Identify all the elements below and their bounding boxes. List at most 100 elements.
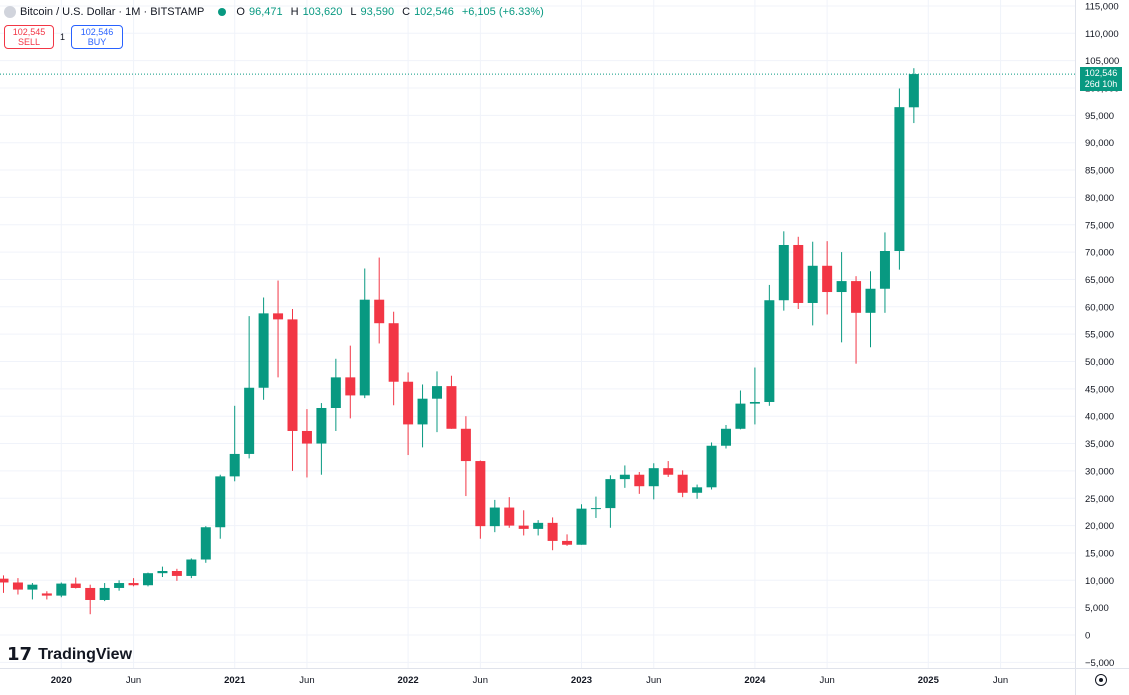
candle[interactable] — [56, 582, 67, 598]
candle[interactable] — [215, 474, 226, 539]
candle[interactable] — [186, 558, 197, 579]
candle[interactable] — [836, 252, 847, 343]
y-tick-label: 40,000 — [1085, 412, 1114, 423]
candle[interactable] — [258, 297, 269, 400]
candle[interactable] — [85, 584, 96, 615]
candle[interactable] — [41, 591, 52, 600]
candle[interactable] — [460, 416, 471, 497]
buy-button[interactable]: 102,546 BUY — [71, 25, 124, 49]
y-tick-label: 0 — [1085, 631, 1090, 642]
candle-body — [460, 428, 471, 462]
candle[interactable] — [677, 470, 688, 498]
candle[interactable] — [547, 517, 558, 551]
candle[interactable] — [822, 241, 833, 315]
candle-body — [908, 74, 919, 108]
candle-body — [764, 300, 775, 402]
candle[interactable] — [345, 345, 356, 419]
spread-value: 1 — [60, 32, 66, 42]
candle[interactable] — [114, 580, 125, 591]
gear-icon[interactable] — [1095, 674, 1107, 686]
candle-body — [417, 398, 428, 425]
candle[interactable] — [692, 484, 703, 499]
candle[interactable] — [865, 271, 876, 348]
candle[interactable] — [229, 405, 240, 482]
candle[interactable] — [764, 284, 775, 406]
candle[interactable] — [879, 232, 890, 313]
x-tick-label: Jun — [126, 675, 141, 686]
candle[interactable] — [706, 442, 717, 490]
candle[interactable] — [432, 371, 442, 433]
candle-body — [894, 107, 905, 252]
x-tick-label: 2021 — [224, 675, 246, 686]
y-tick-label: 110,000 — [1085, 29, 1119, 40]
candle[interactable] — [648, 463, 659, 500]
candle[interactable] — [489, 499, 500, 533]
time-axis[interactable]: 2020 Jun 2021 Jun 2022 Jun 2023 Jun 2024 Jun 2025 J… — [0, 668, 1129, 687]
candle[interactable] — [403, 372, 414, 456]
y-tick-label: 5,000 — [1085, 603, 1109, 614]
candle[interactable] — [807, 241, 818, 326]
candle[interactable] — [576, 504, 587, 545]
symbol-title[interactable]: Bitcoin / U.S. Dollar · 1M · BITSTAMP — [20, 6, 205, 18]
candle-body — [663, 468, 674, 475]
candle[interactable] — [851, 276, 862, 364]
candle[interactable] — [0, 575, 9, 593]
candle[interactable] — [200, 526, 211, 563]
candle[interactable] — [793, 236, 804, 309]
candle[interactable] — [590, 496, 601, 518]
change-value: +6,105 (+6.33%) — [461, 6, 544, 18]
y-tick-label: 50,000 — [1085, 357, 1114, 368]
close-label: C — [402, 6, 411, 18]
candle-body — [12, 582, 23, 590]
candle[interactable] — [518, 510, 529, 536]
tradingview-logo[interactable]: 17 TradingView — [7, 644, 132, 665]
sell-price: 102,545 — [12, 27, 46, 37]
candle[interactable] — [301, 409, 312, 478]
candle[interactable] — [388, 311, 399, 406]
candle[interactable] — [171, 568, 182, 581]
candle-body — [576, 508, 587, 545]
candle[interactable] — [533, 520, 544, 536]
candle[interactable] — [894, 88, 905, 270]
candle[interactable] — [663, 461, 674, 477]
price-axis[interactable]: −5,000 0 5,000 10,000 15,000 20,000 25,000 30,0… — [1075, 0, 1120, 695]
candle[interactable] — [273, 280, 284, 378]
sell-button[interactable]: 102,545 SELL — [4, 25, 54, 49]
candle[interactable] — [605, 475, 616, 528]
candle-body — [879, 251, 890, 289]
candle[interactable] — [749, 367, 760, 425]
candle[interactable] — [316, 403, 327, 475]
candle[interactable] — [475, 460, 486, 539]
candle[interactable] — [908, 68, 919, 124]
candle[interactable] — [157, 566, 168, 578]
candle[interactable] — [619, 465, 630, 488]
candle[interactable] — [99, 583, 110, 602]
candle[interactable] — [778, 231, 789, 311]
candle[interactable] — [359, 268, 370, 399]
candle[interactable] — [721, 424, 731, 449]
logo-text: TradingView — [38, 645, 133, 663]
buy-label: BUY — [87, 37, 107, 47]
candles[interactable] — [0, 68, 919, 615]
candle[interactable] — [417, 384, 428, 448]
candle[interactable] — [27, 583, 38, 600]
candle[interactable] — [504, 497, 515, 528]
candle[interactable] — [287, 308, 298, 471]
candle[interactable] — [330, 358, 341, 431]
candle[interactable] — [735, 390, 746, 430]
candle[interactable] — [634, 471, 645, 494]
candle[interactable] — [143, 572, 153, 587]
candle[interactable] — [374, 257, 385, 344]
candle-body — [85, 587, 96, 600]
candle[interactable] — [128, 578, 139, 587]
candle-body — [677, 474, 688, 493]
candle[interactable] — [562, 534, 573, 546]
candle-body — [114, 583, 125, 588]
candle[interactable] — [70, 577, 81, 589]
open-label: O — [236, 6, 245, 18]
candle[interactable] — [446, 375, 457, 429]
candle[interactable] — [244, 316, 255, 459]
y-tick-label: 80,000 — [1085, 193, 1114, 204]
candle[interactable] — [12, 578, 23, 595]
